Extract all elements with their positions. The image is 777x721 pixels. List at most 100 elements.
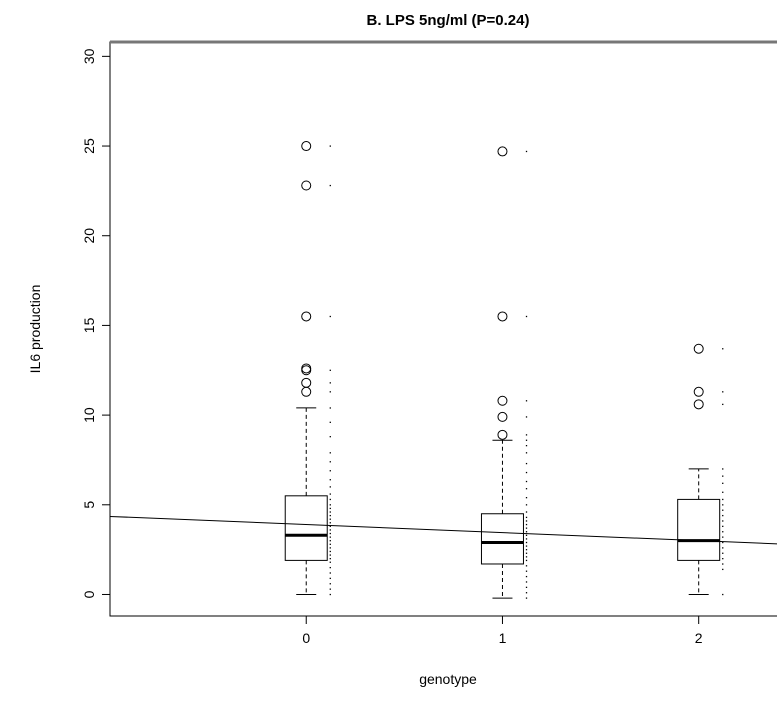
strip-point [329,507,331,510]
y-tick-label: 15 [81,317,97,333]
strip-point [722,525,724,528]
strip-point [329,498,331,501]
x-axis: 0 1 2 [302,615,703,646]
strip-point [722,514,724,517]
strip-point [722,558,724,560]
strip-point [722,568,724,571]
strip-point [329,436,331,438]
y-tick-label: 10 [81,407,97,423]
outlier-point [301,311,312,322]
strip-point [329,529,331,531]
y-tick-label: 30 [81,48,97,64]
strip-point [525,488,528,490]
strip-point [329,421,331,423]
strip-point [722,403,724,406]
regression-line [109,515,777,545]
outlier-point [301,363,312,374]
strip-point [525,150,528,153]
strip-point [525,516,528,519]
strip-points-group [329,145,724,599]
box-1 [480,146,524,599]
iqr-box [284,495,328,561]
strip-point [329,315,331,318]
strip-point [525,400,528,402]
outlier-point [497,411,508,422]
strip-point [722,498,724,501]
regression-group [109,515,777,545]
strip-point [329,561,331,563]
strip-point [525,504,528,506]
strip-point [722,536,724,538]
strip-point [525,434,528,436]
strip-point [329,536,331,538]
strip-point [329,525,331,528]
strip-point [329,593,331,596]
y-tick-label: 20 [81,228,97,244]
iqr-box [480,513,524,565]
strip-point [329,577,331,580]
strip-point [525,531,528,533]
strip-point [525,541,528,544]
strip-point [525,592,528,594]
strip-point [329,470,331,472]
strip-point [525,497,528,499]
strip-point [329,583,331,585]
strip-point [329,504,331,506]
strip-point [525,416,528,418]
strip-point [525,439,528,441]
strip-point [525,444,528,447]
strip-point [722,491,724,493]
strip-point [722,552,724,554]
strip-point [722,547,724,549]
strip-point [525,565,528,567]
strip-point [525,523,528,526]
strip-point [329,522,331,524]
strip-point [329,391,331,393]
outlier-point [497,429,508,440]
strip-point [329,558,331,560]
outlier-point [497,395,508,406]
strip-point [525,556,528,558]
strip-point [525,480,528,483]
strip-point [329,461,331,463]
strip-point [329,566,331,569]
strip-point [525,549,528,551]
box-0 [284,141,328,595]
strip-point [329,514,331,517]
strip-point [525,545,528,547]
strip-point [525,527,528,529]
y-tick-label: 25 [81,138,97,154]
strip-point [722,593,724,596]
y-tick-label: 5 [81,501,97,509]
strip-point [329,511,331,513]
strip-point [329,452,331,454]
strip-point [525,462,528,465]
outlier-point [301,386,312,397]
strip-point [329,382,331,384]
box-2 [677,343,721,595]
strip-point [525,520,528,522]
strip-point [329,407,331,409]
strip-point [525,452,528,454]
strip-point [329,550,331,553]
strip-point [722,541,724,544]
y-tick-label: 0 [81,590,97,598]
strip-point [722,475,724,477]
strip-point [722,482,724,484]
strip-point [525,315,528,318]
strip-point [722,468,724,470]
strip-point [329,588,331,590]
strip-point [329,532,331,535]
strip-point [525,581,528,583]
y-axis-label: IL6 production [27,285,43,374]
outlier-point [693,399,704,410]
outlier-point [693,386,704,397]
strip-point [525,559,528,562]
strip-point [329,518,331,520]
iqr-box [677,498,721,561]
strip-point [722,531,724,533]
y-axis: 0 5 10 15 20 25 30 [81,48,111,598]
strip-point [329,479,331,481]
strip-point [722,520,724,522]
